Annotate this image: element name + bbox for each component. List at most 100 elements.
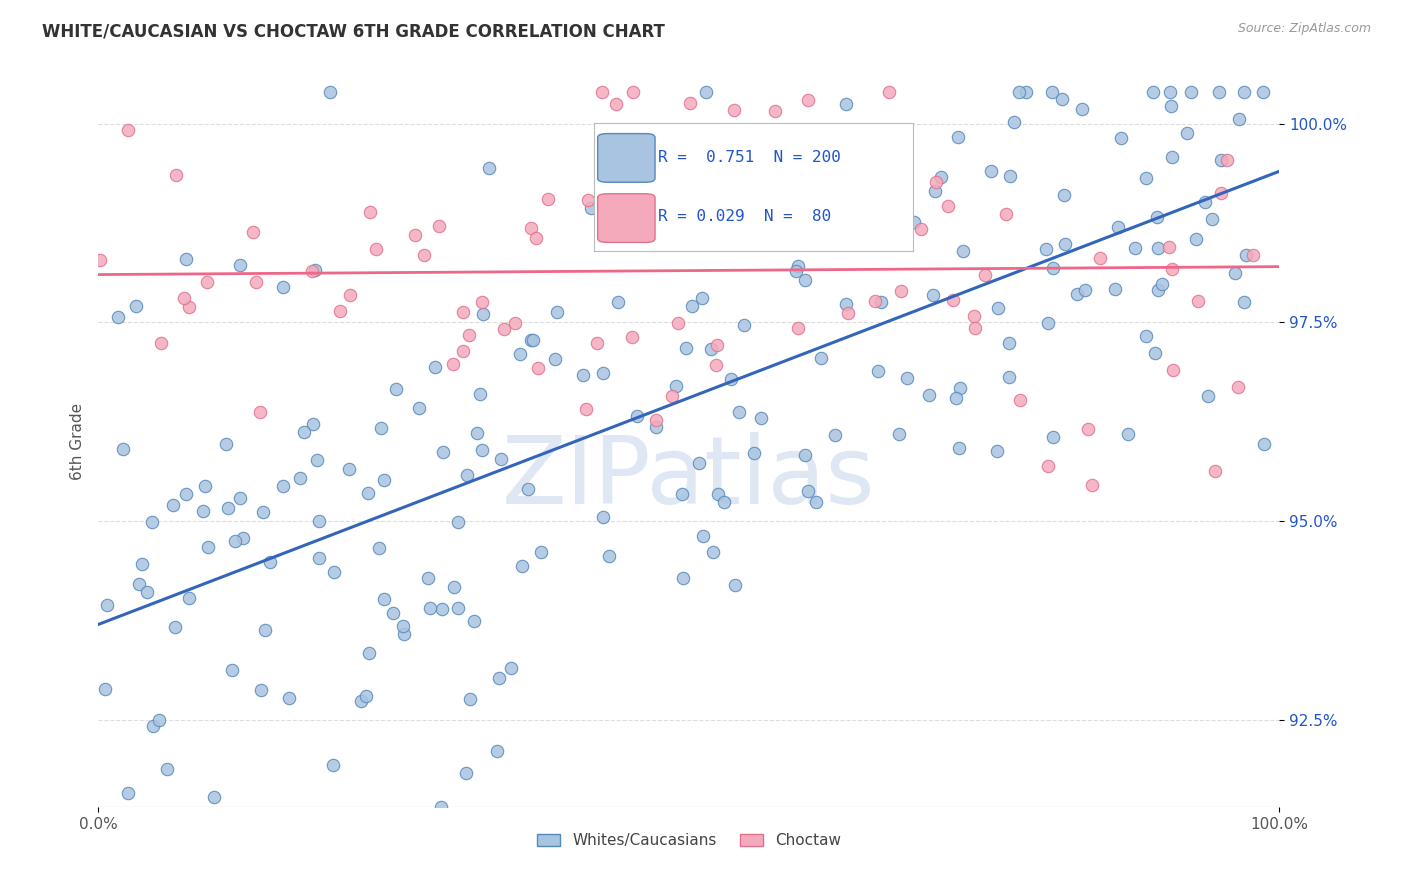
Point	[1008, 392, 1031, 407]
Point	[1107, 219, 1129, 234]
Point	[1216, 153, 1239, 167]
Point	[835, 96, 858, 111]
Point	[229, 258, 252, 272]
Point	[107, 310, 129, 325]
Point	[785, 264, 807, 278]
Point	[544, 352, 567, 367]
Point	[1042, 430, 1064, 444]
Point	[796, 93, 818, 107]
Point	[700, 342, 723, 356]
Point	[651, 222, 673, 236]
Point	[688, 456, 710, 470]
Point	[494, 322, 516, 336]
Point	[250, 683, 273, 698]
Point	[404, 228, 426, 243]
Point	[1147, 241, 1170, 255]
Point	[929, 170, 952, 185]
Point	[704, 128, 727, 142]
Point	[271, 479, 294, 493]
Point	[516, 483, 538, 497]
Point	[702, 545, 724, 559]
Point	[882, 235, 904, 249]
Point	[963, 320, 986, 334]
Point	[1002, 115, 1025, 129]
Point	[128, 577, 150, 591]
Point	[413, 248, 436, 262]
Point	[432, 602, 454, 616]
Point	[949, 382, 972, 396]
Point	[392, 618, 415, 632]
Point	[1187, 293, 1209, 308]
Point	[707, 487, 730, 501]
Point	[1036, 459, 1059, 474]
Point	[458, 692, 481, 706]
Point	[1223, 266, 1246, 280]
Point	[1150, 277, 1173, 291]
Point	[1090, 251, 1112, 265]
Point	[1243, 248, 1265, 262]
Point	[537, 192, 560, 206]
Point	[94, 682, 117, 697]
Point	[728, 405, 751, 419]
Point	[1035, 242, 1057, 256]
Point	[963, 310, 986, 324]
Point	[471, 308, 494, 322]
Point	[980, 164, 1002, 178]
Point	[505, 316, 527, 330]
Point	[194, 479, 217, 493]
Point	[1050, 92, 1073, 106]
Point	[835, 144, 858, 158]
Point	[621, 330, 644, 344]
Point	[252, 505, 274, 519]
Point	[1208, 85, 1230, 99]
Point	[695, 85, 717, 99]
Point	[586, 336, 609, 351]
Point	[592, 366, 614, 380]
Point	[509, 347, 531, 361]
Point	[432, 445, 454, 459]
Point	[117, 786, 139, 800]
Point	[527, 360, 550, 375]
Point	[419, 600, 441, 615]
Point	[1008, 85, 1031, 99]
Point	[304, 263, 326, 277]
Text: WHITE/CAUCASIAN VS CHOCTAW 6TH GRADE CORRELATION CHART: WHITE/CAUCASIAN VS CHOCTAW 6TH GRADE COR…	[42, 22, 665, 40]
Point	[877, 85, 900, 99]
Point	[191, 503, 214, 517]
Point	[423, 359, 446, 374]
Point	[443, 580, 465, 594]
Point	[179, 591, 201, 605]
Point	[735, 188, 758, 202]
Point	[1123, 241, 1146, 255]
Point	[111, 442, 134, 457]
Point	[1234, 247, 1257, 261]
Point	[724, 578, 747, 592]
Point	[1227, 112, 1250, 126]
Point	[581, 201, 603, 215]
Point	[1111, 131, 1133, 145]
Point	[973, 268, 995, 282]
Point	[124, 300, 146, 314]
Point	[1053, 236, 1076, 251]
Point	[1194, 194, 1216, 209]
Point	[416, 571, 439, 585]
Point	[841, 206, 863, 220]
Point	[245, 275, 267, 289]
Point	[607, 295, 630, 310]
Y-axis label: 6th Grade: 6th Grade	[69, 403, 84, 480]
Point	[995, 207, 1018, 221]
Point	[945, 391, 967, 405]
Point	[824, 428, 846, 442]
Point	[458, 328, 481, 343]
Point	[835, 297, 858, 311]
Point	[96, 598, 118, 612]
Point	[339, 287, 361, 301]
Point	[626, 409, 648, 423]
Point	[1144, 346, 1167, 360]
Point	[690, 291, 713, 305]
Point	[1233, 295, 1256, 310]
Point	[834, 214, 856, 228]
Point	[271, 279, 294, 293]
Point	[896, 371, 918, 385]
Point	[478, 161, 501, 175]
